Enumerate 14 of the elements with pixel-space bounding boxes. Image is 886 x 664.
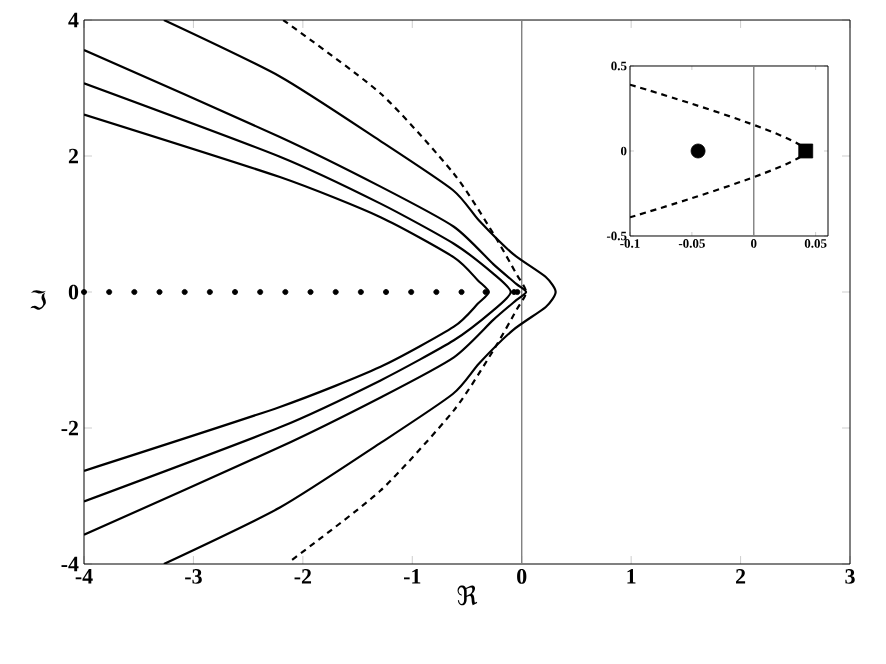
x-axis-title: ℜ xyxy=(457,585,478,606)
x-tick-label: -1 xyxy=(403,569,421,584)
y-tick-label: -4 xyxy=(61,556,79,572)
y-tick-label: 0 xyxy=(68,284,79,300)
x-tick-label: 3 xyxy=(845,569,855,584)
x-tick-label: 1 xyxy=(627,569,636,584)
x-tick-label: -3 xyxy=(185,569,202,584)
x-tick-label: 2 xyxy=(736,569,746,584)
y-tick-label: -2 xyxy=(61,420,78,436)
x-tick-label: 0 xyxy=(517,569,527,584)
y-tick-label: 4 xyxy=(68,12,79,28)
y-axis-title: ℑ xyxy=(30,290,47,310)
y-tick-label: 2 xyxy=(68,148,78,164)
x-tick-label: -2 xyxy=(294,569,312,584)
